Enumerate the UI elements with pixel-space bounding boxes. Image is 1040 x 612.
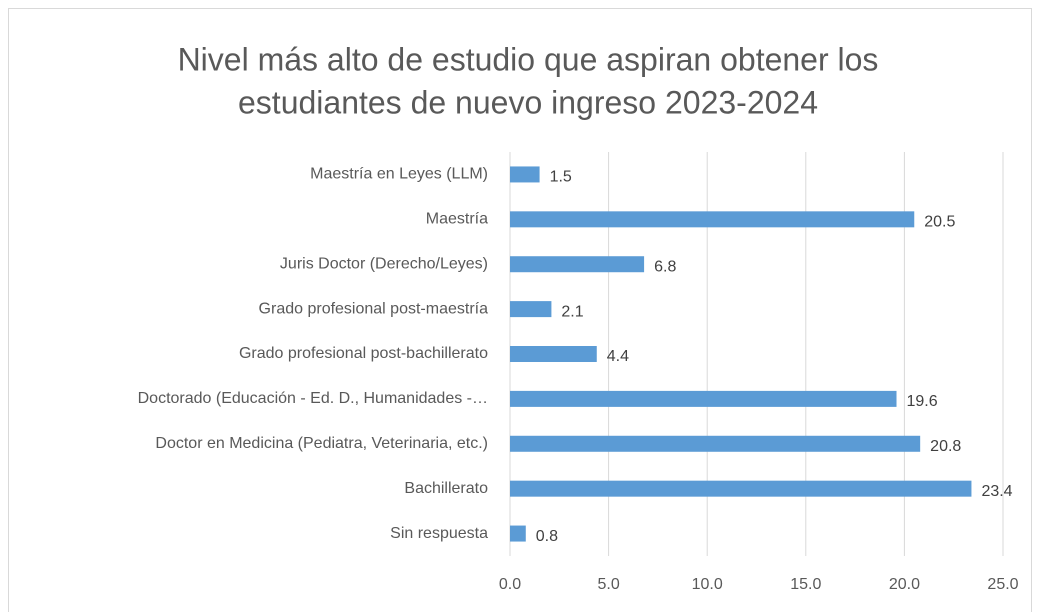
bar [510,435,921,452]
data-label: 23.4 [981,483,1012,500]
y-tick-label: Doctor en Medicina (Pediatra, Veterinari… [155,435,488,452]
bar [510,390,897,407]
y-tick-label: Doctorado (Educación - Ed. D., Humanidad… [138,390,488,407]
data-label: 19.6 [907,393,938,410]
bar [510,525,526,542]
data-label: 20.8 [930,438,961,455]
chart-title: Nivel más alto de estudio que aspiran ob… [178,41,879,77]
bar [510,301,552,318]
x-tick-label: 25.0 [987,576,1018,593]
bar [510,166,540,183]
y-tick-label: Maestría en Leyes (LLM) [310,166,488,183]
data-label: 0.8 [536,528,558,545]
data-label: 2.1 [561,303,583,320]
data-label: 1.5 [550,169,572,186]
y-tick-label: Maestría [426,211,488,228]
x-tick-label: 0.0 [499,576,521,593]
x-tick-label: 20.0 [889,576,920,593]
chart-title: estudiantes de nuevo ingreso 2023-2024 [238,84,818,120]
x-tick-label: 10.0 [692,576,723,593]
bar [510,346,597,362]
y-tick-label: Juris Doctor (Derecho/Leyes) [280,255,488,272]
y-tick-label: Grado profesional post-maestría [259,300,489,317]
bar [510,480,972,497]
data-label: 20.5 [924,214,955,231]
x-tick-label: 5.0 [597,576,619,593]
y-tick-label: Bachillerato [404,480,488,497]
bar [510,211,915,228]
y-tick-label: Sin respuesta [390,525,488,542]
data-label: 6.8 [654,258,676,275]
x-tick-label: 15.0 [790,576,821,593]
bar [510,256,645,273]
data-label: 4.4 [607,348,629,365]
y-tick-label: Grado profesional post-bachillerato [239,345,488,362]
